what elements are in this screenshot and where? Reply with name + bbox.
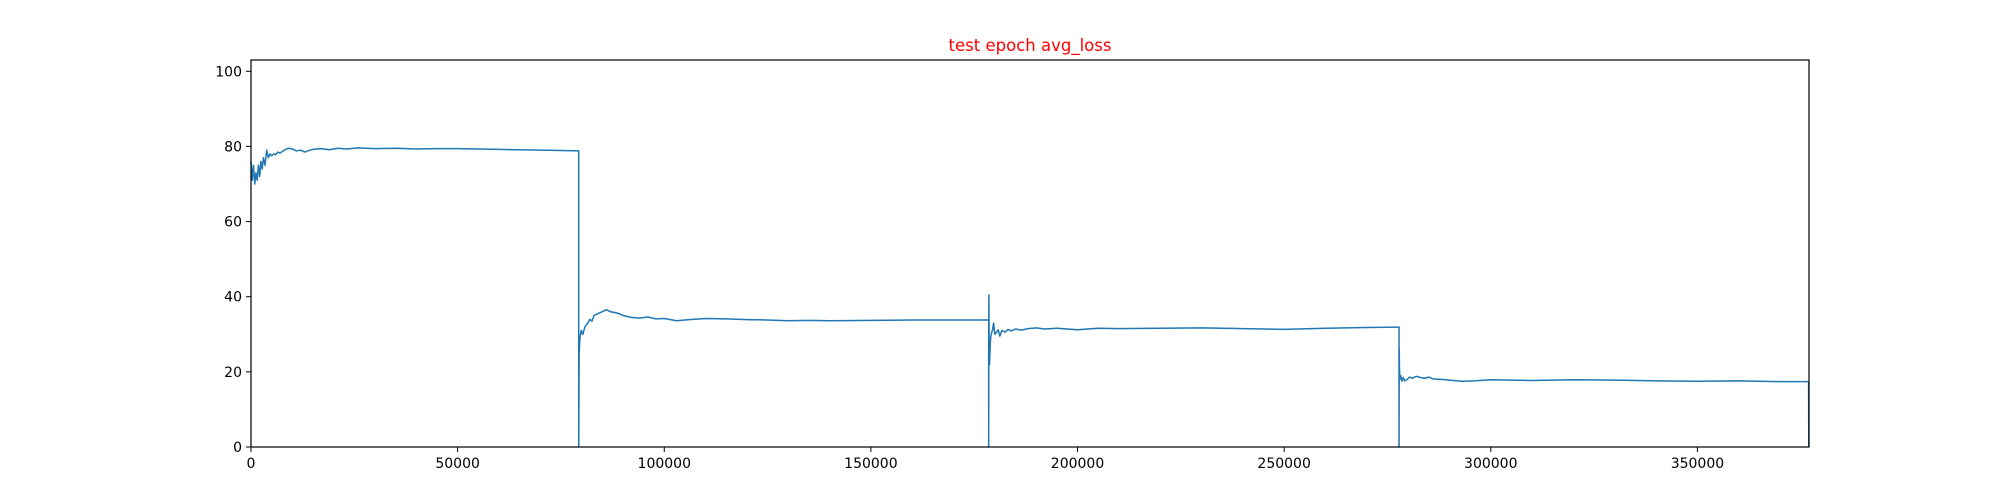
series-line-1 [250, 147, 1810, 448]
y-tick-label: 60 [224, 215, 242, 231]
chart-title: test epoch avg_loss [949, 36, 1112, 56]
y-tick-label: 0 [233, 440, 242, 456]
plot-area [250, 147, 1810, 448]
x-tick-label: 200000 [1051, 456, 1104, 472]
y-tick-label: 40 [224, 290, 242, 306]
x-tick-label: 150000 [844, 456, 897, 472]
x-tick-label: 250000 [1257, 456, 1310, 472]
x-tick-label: 350000 [1671, 456, 1724, 472]
x-tick-label: 0 [247, 456, 256, 472]
y-tick-label: 80 [224, 139, 242, 155]
x-tick-label: 50000 [435, 456, 480, 472]
y-tick-label: 20 [224, 365, 242, 381]
x-tick-label: 300000 [1464, 456, 1517, 472]
axes: 0 50000 100000 150000 200000 250000 300000 3500… [215, 64, 1724, 472]
y-tick-label: 100 [215, 64, 242, 80]
plot-frame [250, 59, 1810, 448]
x-tick-label: 100000 [638, 456, 691, 472]
